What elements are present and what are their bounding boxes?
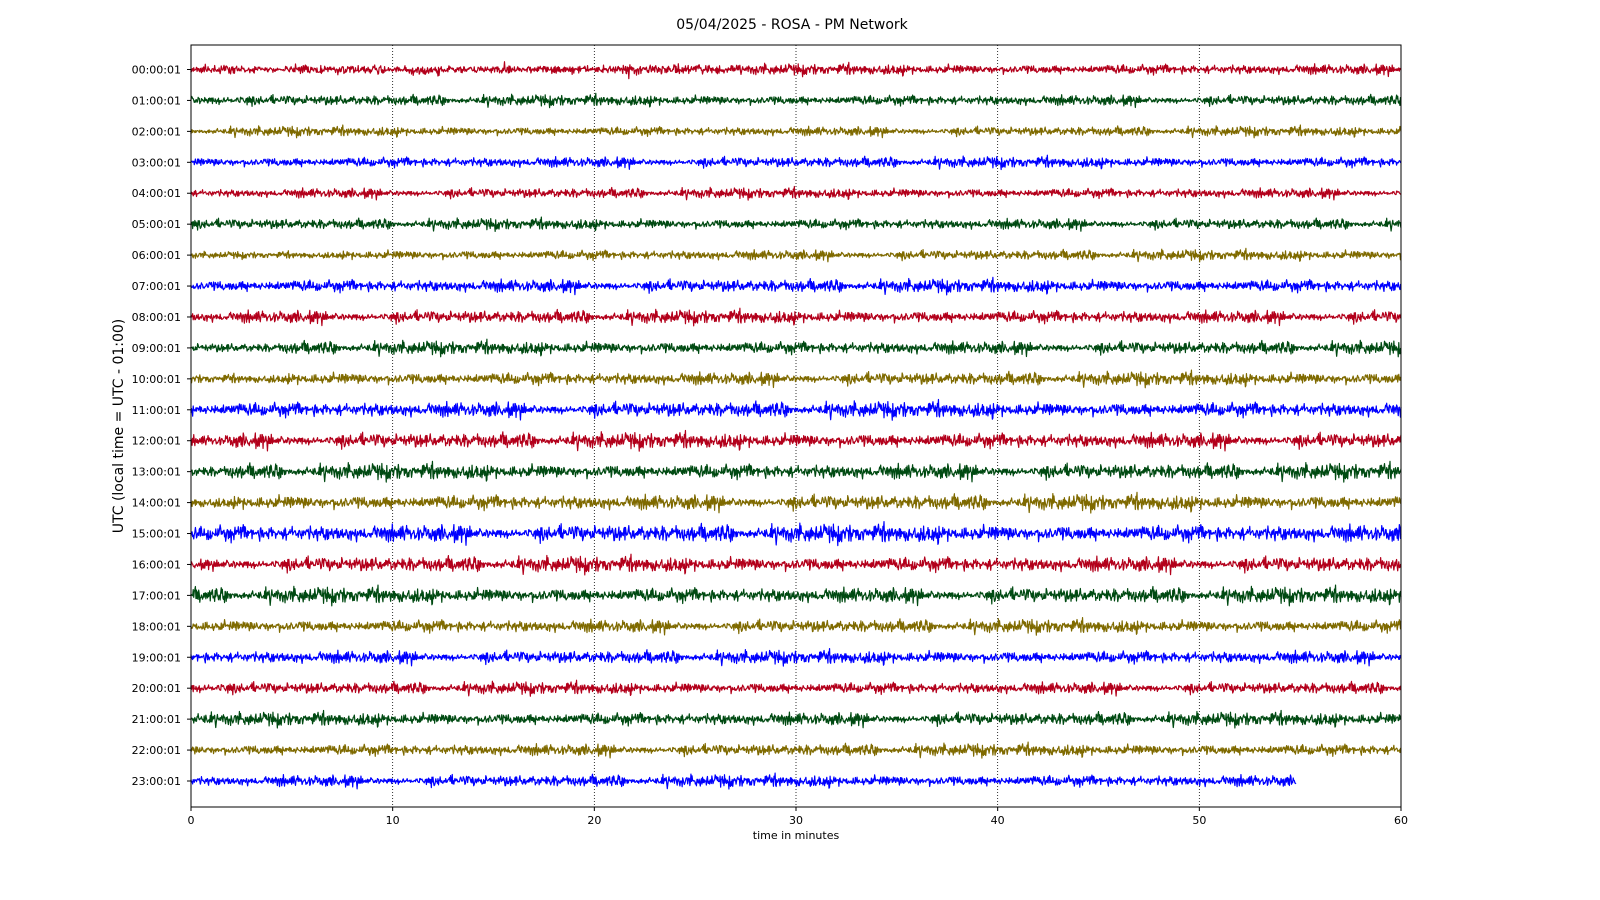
x-tick-label-40: 40 (991, 814, 1005, 827)
trace-15-00-01 (190, 521, 1402, 547)
trace-09-00-01 (190, 338, 1402, 358)
y-tick-label-3: 03:00:01 (132, 156, 181, 169)
y-tick-label-12: 12:00:01 (132, 435, 181, 448)
trace-06-00-01 (190, 247, 1402, 263)
y-tick-label-14: 14:00:01 (132, 497, 181, 510)
trace-17-00-01 (190, 584, 1402, 607)
trace-04-00-01 (190, 185, 1402, 201)
x-axis: 0 10 20 30 40 50 60 (188, 807, 1408, 827)
y-tick-label-17: 17:00:01 (132, 589, 181, 602)
y-tick-label-4: 04:00:01 (132, 187, 181, 200)
x-tick-label-20: 20 (587, 814, 601, 827)
y-tick-label-5: 05:00:01 (132, 218, 181, 231)
x-axis-label: time in minutes (753, 829, 840, 842)
y-tick-label-1: 01:00:01 (132, 94, 181, 107)
trace-16-00-01 (190, 553, 1402, 576)
x-tick-label-50: 50 (1192, 814, 1206, 827)
y-tick-label-11: 11:00:01 (132, 404, 181, 417)
y-axis-label: UTC (local time = UTC - 01:00) (111, 319, 127, 534)
traces (190, 61, 1402, 790)
trace-03-00-01 (190, 154, 1402, 171)
y-tick-label-10: 10:00:01 (132, 373, 181, 386)
y-tick-label-0: 00:00:01 (132, 64, 181, 77)
y-tick-label-13: 13:00:01 (132, 466, 181, 479)
trace-02-00-01 (190, 124, 1402, 139)
y-tick-label-21: 21:00:01 (132, 713, 181, 726)
trace-01-00-01 (190, 92, 1402, 109)
y-tick-label-9: 09:00:01 (132, 342, 181, 355)
y-axis: 00:00:01 01:00:01 02:00:01 03:00:01 04:00:01… (132, 64, 191, 788)
trace-21-00-01 (190, 709, 1402, 729)
x-tick-label-30: 30 (789, 814, 803, 827)
trace-08-00-01 (190, 307, 1402, 327)
x-tick-label-0: 0 (188, 814, 195, 827)
trace-00-00-01 (190, 61, 1402, 80)
trace-18-00-01 (190, 617, 1402, 636)
trace-11-00-01 (190, 398, 1402, 421)
trace-14-00-01 (190, 491, 1402, 514)
x-tick-label-10: 10 (386, 814, 400, 827)
y-tick-label-6: 06:00:01 (132, 249, 181, 262)
y-tick-label-20: 20:00:01 (132, 682, 181, 695)
trace-10-00-01 (190, 369, 1402, 389)
y-tick-label-19: 19:00:01 (132, 651, 181, 664)
trace-20-00-01 (190, 679, 1402, 697)
trace-05-00-01 (190, 216, 1402, 233)
chart-title: 05/04/2025 - ROSA - PM Network (676, 17, 908, 33)
trace-07-00-01 (190, 276, 1402, 296)
y-tick-label-23: 23:00:01 (132, 775, 181, 788)
y-tick-label-18: 18:00:01 (132, 620, 181, 633)
y-tick-label-2: 02:00:01 (132, 125, 181, 138)
trace-19-00-01 (190, 647, 1402, 667)
trace-23-00-01 (190, 772, 1297, 790)
y-tick-label-7: 07:00:01 (132, 280, 181, 293)
y-tick-label-22: 22:00:01 (132, 744, 181, 757)
grid-lines (392, 45, 1200, 807)
trace-12-00-01 (190, 429, 1402, 452)
y-tick-label-16: 16:00:01 (132, 558, 181, 571)
x-tick-label-60: 60 (1394, 814, 1408, 827)
trace-22-00-01 (190, 741, 1402, 759)
y-tick-label-8: 08:00:01 (132, 311, 181, 324)
trace-13-00-01 (190, 460, 1402, 483)
y-tick-label-15: 15:00:01 (132, 528, 181, 541)
